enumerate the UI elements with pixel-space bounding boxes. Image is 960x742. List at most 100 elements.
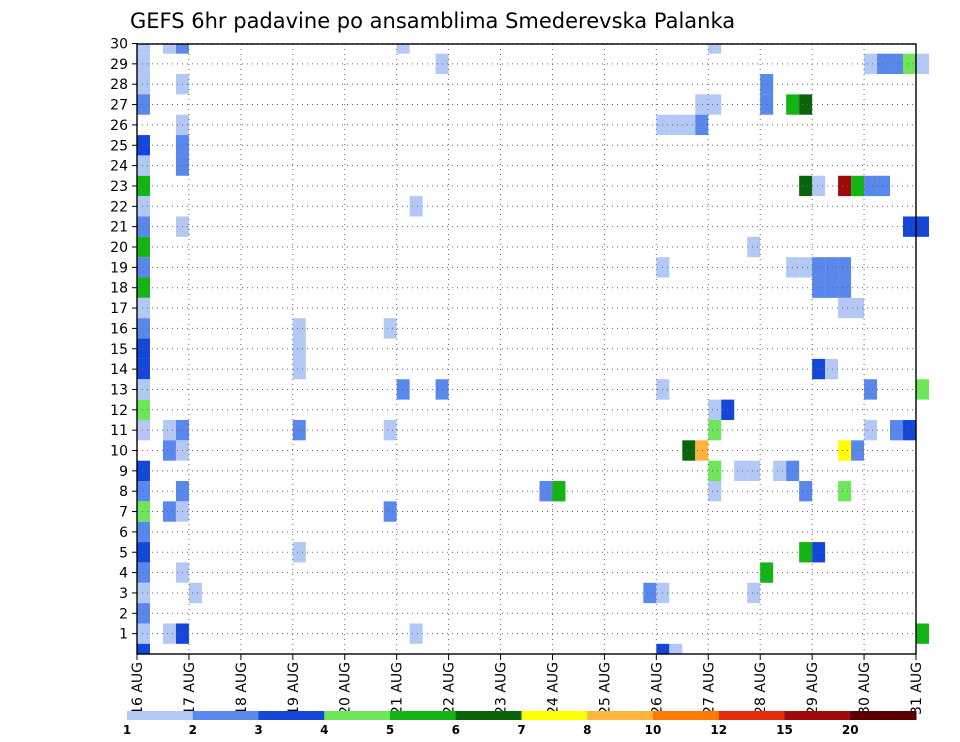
- heatmap-cell: [137, 521, 150, 543]
- y-tick-label: 25: [110, 138, 128, 154]
- heatmap-cell: [708, 460, 722, 482]
- colorbar-label: 5: [386, 723, 394, 737]
- x-tick-label: 28 AUG: [753, 662, 769, 715]
- heatmap-cell: [747, 236, 761, 258]
- y-tick-label: 5: [119, 545, 128, 561]
- heatmap-cell: [916, 53, 929, 75]
- colorbar-label: 4: [320, 723, 328, 737]
- heatmap-cell: [916, 379, 929, 400]
- heatmap-cell: [292, 419, 306, 441]
- heatmap-cell: [864, 175, 878, 197]
- heatmap-cell: [292, 338, 306, 359]
- y-tick-label: 4: [119, 566, 128, 582]
- y-tick-label: 13: [110, 382, 128, 398]
- colorbar-segment: [258, 711, 325, 720]
- colorbar-segment: [587, 711, 654, 720]
- y-tick-label: 12: [110, 403, 128, 419]
- heatmap-cell: [162, 501, 176, 522]
- grid-lines: [137, 43, 916, 654]
- heatmap-cell: [137, 542, 150, 563]
- y-tick-label: 2: [119, 606, 128, 622]
- heatmap-cell: [137, 94, 150, 115]
- y-tick-label: 6: [119, 525, 128, 541]
- y-tick-label: 26: [110, 118, 128, 134]
- heatmap-cell: [669, 114, 683, 136]
- heatmap-cell: [864, 53, 878, 75]
- heatmap-cell: [137, 501, 150, 522]
- heatmap-cell: [812, 175, 826, 197]
- y-tick-label: 1: [119, 627, 128, 643]
- heatmap-cell: [838, 297, 852, 319]
- x-tick-label: 30 AUG: [857, 662, 873, 715]
- y-tick-label: 23: [110, 179, 128, 195]
- colorbar: 1 2 3 4 5 6 7 8 10 12 15 20: [123, 711, 917, 737]
- heatmap-cell: [799, 175, 813, 197]
- y-tick-label: 9: [119, 464, 128, 480]
- x-tick-label: 20 AUG: [338, 662, 354, 715]
- heatmap-cell: [137, 135, 150, 156]
- heatmap-cell: [812, 277, 826, 298]
- colorbar-label: 8: [583, 723, 591, 737]
- y-tick-label: 3: [119, 586, 128, 602]
- heatmap-cell: [838, 481, 852, 502]
- y-tick-label: 21: [110, 220, 128, 236]
- y-tick-label: 28: [110, 77, 128, 93]
- heatmap-cell: [137, 53, 150, 75]
- colorbar-segment: [850, 711, 917, 720]
- heatmap-cells: [137, 44, 929, 654]
- heatmap-cell: [838, 440, 852, 461]
- heatmap-cell: [747, 582, 761, 604]
- colorbar-segment: [127, 711, 194, 720]
- heatmap-cell: [903, 216, 916, 237]
- heatmap-cell: [137, 216, 150, 237]
- heatmap-cell: [137, 175, 150, 197]
- heatmap-cell: [812, 257, 826, 278]
- x-tick-label: 17 AUG: [182, 662, 198, 715]
- heatmap-cell: [903, 419, 916, 441]
- heatmap-cell: [877, 175, 891, 197]
- heatmap-cell: [760, 74, 774, 95]
- heatmap-cell: [903, 53, 916, 75]
- heatmap-cell: [137, 338, 150, 359]
- heatmap-cell: [669, 643, 683, 654]
- heatmap-cell: [383, 419, 397, 441]
- colorbar-segment: [653, 711, 720, 720]
- x-axis-labels: 16 AUG 17 AUG 18 AUG 19 AUG 20 AUG 21 AUG 22 A…: [130, 654, 925, 715]
- y-tick-label: 20: [110, 240, 128, 256]
- y-tick-label: 7: [119, 505, 128, 521]
- heatmap-cell: [799, 481, 813, 502]
- y-tick-label: 30: [110, 37, 128, 53]
- heatmap-cell: [188, 582, 202, 604]
- x-tick-label: 16 AUG: [130, 662, 146, 715]
- x-tick-label: 26 AUG: [649, 662, 665, 715]
- heatmap-cell: [695, 94, 709, 115]
- colorbar-label: 10: [645, 723, 662, 737]
- heatmap-cell: [695, 440, 709, 461]
- heatmap-cell: [643, 582, 657, 604]
- heatmap-cell: [137, 419, 150, 441]
- heatmap-cell: [773, 460, 787, 482]
- heatmap-cell: [708, 44, 722, 54]
- heatmap-cell: [682, 114, 696, 136]
- heatmap-cell: [825, 358, 839, 380]
- heatmap-cell: [137, 155, 150, 176]
- heatmap-cell: [137, 358, 150, 380]
- heatmap-cell: [799, 94, 813, 115]
- heatmap-cell: [292, 542, 306, 563]
- heatmap-cell: [864, 419, 878, 441]
- y-tick-label: 17: [110, 301, 128, 317]
- heatmap-cell: [137, 603, 150, 624]
- heatmap-cell: [162, 623, 176, 644]
- plot-frame: [136, 43, 917, 655]
- heatmap-cell: [799, 257, 813, 278]
- colorbar-segment: [324, 711, 391, 720]
- y-tick-label: 8: [119, 484, 128, 500]
- heatmap-cell: [760, 94, 774, 115]
- x-tick-label: 27 AUG: [701, 662, 717, 715]
- heatmap-cell: [825, 277, 839, 298]
- heatmap-cell: [838, 257, 852, 278]
- y-tick-label: 16: [110, 321, 128, 337]
- heatmap-cell: [137, 582, 150, 604]
- heatmap-cell: [708, 419, 722, 441]
- x-tick-label: 29 AUG: [805, 662, 821, 715]
